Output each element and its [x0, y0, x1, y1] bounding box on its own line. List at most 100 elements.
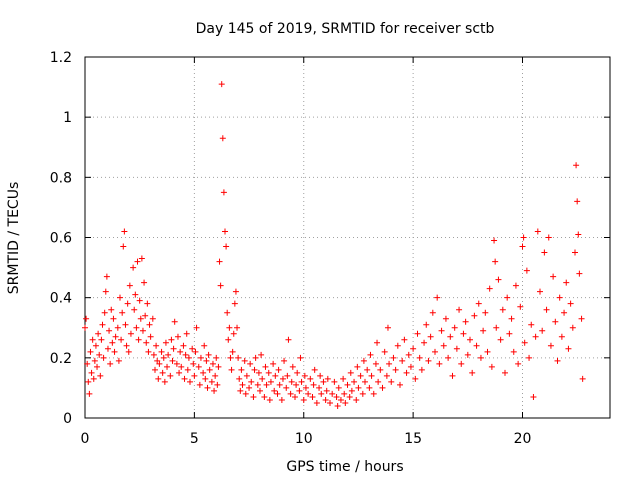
data-point — [267, 378, 274, 385]
data-point — [187, 378, 193, 385]
data-point — [255, 369, 262, 376]
data-point — [556, 294, 563, 301]
data-point — [403, 369, 410, 376]
data-point — [142, 312, 149, 319]
data-point — [119, 309, 126, 316]
data-point — [103, 273, 110, 280]
data-point — [124, 300, 131, 307]
data-point — [384, 324, 391, 331]
data-point — [85, 378, 92, 385]
data-point — [473, 342, 480, 349]
data-point — [96, 351, 103, 358]
data-point — [86, 390, 93, 397]
data-point — [254, 381, 261, 388]
data-point — [259, 375, 266, 382]
data-point — [215, 363, 222, 370]
data-point — [399, 357, 406, 364]
data-point — [106, 327, 113, 334]
data-point — [412, 375, 419, 382]
data-point — [442, 315, 449, 322]
data-point — [205, 351, 212, 358]
data-point — [294, 369, 301, 376]
data-point — [410, 345, 417, 352]
data-point — [149, 315, 156, 322]
data-point — [394, 342, 401, 349]
data-point — [281, 357, 288, 364]
data-point — [100, 354, 107, 361]
data-point — [155, 375, 162, 382]
data-point — [401, 336, 408, 343]
data-point — [212, 372, 219, 379]
scatter-points — [82, 81, 586, 409]
data-point — [189, 345, 196, 352]
data-point — [92, 342, 99, 349]
data-point — [238, 366, 245, 373]
x-tick-label: 20 — [514, 431, 532, 447]
data-point — [279, 375, 286, 382]
data-point — [173, 360, 180, 367]
data-point — [228, 366, 235, 373]
data-point — [342, 399, 349, 406]
data-point — [316, 384, 323, 391]
data-point — [565, 345, 572, 352]
data-point — [329, 390, 336, 397]
data-point — [224, 309, 231, 316]
data-point — [340, 375, 347, 382]
data-point — [201, 342, 208, 349]
y-tick-label: 1.2 — [50, 50, 72, 66]
data-point — [579, 375, 586, 382]
data-point — [451, 324, 458, 331]
grid — [85, 57, 610, 418]
data-point — [196, 381, 203, 388]
data-point — [251, 366, 258, 373]
data-point — [552, 318, 559, 325]
data-point — [258, 351, 265, 358]
data-point — [177, 348, 184, 355]
data-point — [309, 393, 316, 400]
data-point — [453, 345, 460, 352]
data-point — [115, 357, 122, 364]
data-point — [510, 348, 517, 355]
data-point — [101, 309, 108, 316]
data-point — [578, 315, 585, 322]
data-point — [405, 351, 412, 358]
data-point — [197, 354, 204, 361]
data-point — [218, 81, 225, 88]
data-point — [416, 354, 423, 361]
y-tick-label: 0.4 — [50, 291, 72, 307]
data-point — [111, 348, 118, 355]
data-point — [126, 282, 133, 289]
data-point — [360, 357, 367, 364]
x-tick-label: 5 — [190, 431, 199, 447]
data-point — [171, 318, 178, 325]
data-point — [118, 336, 125, 343]
data-point — [558, 333, 565, 340]
data-point — [311, 366, 318, 373]
data-point — [219, 135, 226, 142]
x-tick-label: 10 — [295, 431, 313, 447]
data-point — [462, 318, 469, 325]
data-point — [477, 354, 484, 361]
data-point — [122, 321, 129, 328]
data-point — [344, 381, 351, 388]
data-point — [123, 342, 130, 349]
data-point — [265, 369, 272, 376]
data-point — [359, 390, 366, 397]
y-tick-label: 0 — [63, 411, 72, 427]
data-point — [334, 402, 341, 409]
data-point — [94, 363, 101, 370]
data-point — [519, 243, 526, 250]
data-point — [458, 360, 465, 367]
data-point — [169, 357, 176, 364]
data-point — [176, 369, 183, 376]
data-point — [287, 390, 294, 397]
data-point — [222, 228, 228, 235]
data-point — [480, 327, 487, 334]
data-point — [270, 360, 277, 367]
data-point — [241, 357, 248, 364]
data-point — [547, 342, 554, 349]
data-point — [471, 312, 478, 319]
data-point — [195, 363, 202, 370]
data-point — [283, 384, 290, 391]
data-point — [284, 372, 291, 379]
